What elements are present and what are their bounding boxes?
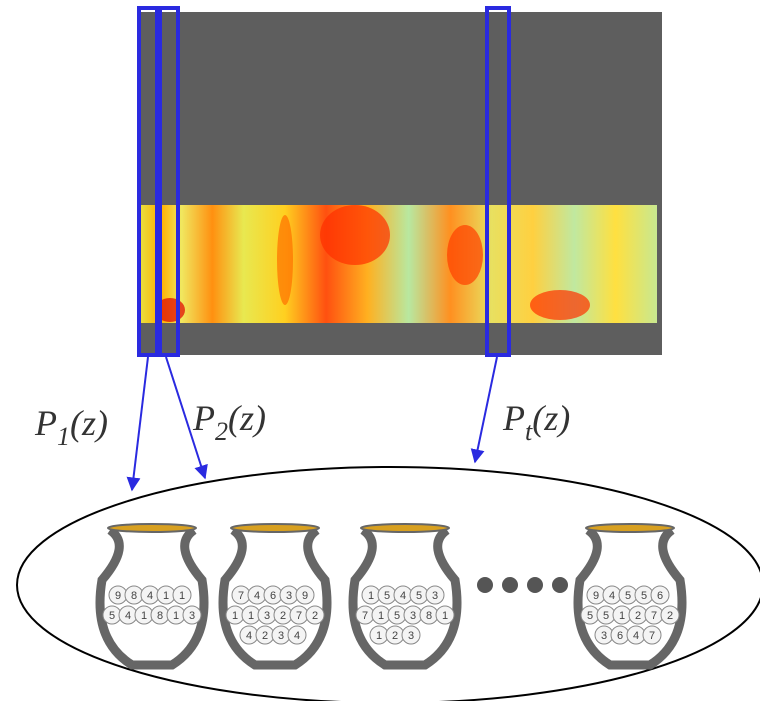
ball-number: 5 — [109, 610, 115, 622]
ball-number: 4 — [609, 590, 615, 602]
ball-number: 3 — [264, 610, 270, 622]
ball-number: 3 — [432, 590, 438, 602]
urn-rim — [108, 524, 196, 532]
ball-number: 1 — [173, 610, 179, 622]
ball-number: 5 — [641, 590, 647, 602]
ball-number: 5 — [394, 610, 400, 622]
ball-number: 7 — [651, 610, 657, 622]
ball-number: 5 — [587, 610, 593, 622]
ball-number: 1 — [163, 590, 169, 602]
label: P1(z) — [34, 403, 108, 451]
ball-number: 6 — [617, 630, 623, 642]
ball-number: 3 — [278, 630, 284, 642]
ball-number: 5 — [603, 610, 609, 622]
ball-number: 8 — [131, 590, 137, 602]
ball-number: 5 — [625, 590, 631, 602]
ball-number: 5 — [416, 590, 422, 602]
ball-number: 3 — [189, 610, 195, 622]
ellipsis-dots — [477, 577, 568, 593]
label-arg: (z) — [532, 398, 570, 438]
ball-number: 5 — [384, 590, 390, 602]
diagram: P1(z)P2(z)Pt(z) 984115418137463911327242… — [0, 0, 760, 701]
label-base: P — [34, 403, 57, 443]
urn-rim — [231, 524, 319, 532]
ball-number: 2 — [635, 610, 641, 622]
ball-number: 6 — [270, 590, 276, 602]
ball-number: 7 — [649, 630, 655, 642]
ball-number: 4 — [254, 590, 260, 602]
ball-number: 8 — [157, 610, 163, 622]
ball-number: 7 — [362, 610, 368, 622]
ball-number: 1 — [378, 610, 384, 622]
label-arg: (z) — [70, 403, 108, 443]
ball-number: 9 — [593, 590, 599, 602]
ball-number: 2 — [262, 630, 268, 642]
labels: P1(z)P2(z)Pt(z) — [34, 398, 570, 451]
ball-number: 3 — [601, 630, 607, 642]
ball-number: 3 — [286, 590, 292, 602]
label-base: P — [502, 398, 525, 438]
label-sub: 1 — [57, 422, 70, 451]
ball-number: 2 — [280, 610, 286, 622]
ball-number: 4 — [400, 590, 406, 602]
ball-number: 4 — [246, 630, 252, 642]
label: Pt(z) — [502, 398, 570, 446]
ball-number: 4 — [125, 610, 131, 622]
ball-number: 7 — [296, 610, 302, 622]
ball-number: 3 — [410, 610, 416, 622]
ball-number: 1 — [442, 610, 448, 622]
ball-number: 1 — [376, 630, 382, 642]
urn-rim — [586, 524, 674, 532]
ball-number: 4 — [294, 630, 300, 642]
ball-number: 1 — [179, 590, 185, 602]
label-base: P — [192, 398, 215, 438]
ball-number: 2 — [312, 610, 318, 622]
label-sub: 2 — [215, 417, 228, 446]
ball-number: 1 — [248, 610, 254, 622]
ball-number: 4 — [633, 630, 639, 642]
ball-number: 4 — [147, 590, 153, 602]
urn-rim — [361, 524, 449, 532]
ball-number: 1 — [619, 610, 625, 622]
ball-number: 1 — [141, 610, 147, 622]
ball-number: 2 — [667, 610, 673, 622]
ball-number: 1 — [368, 590, 374, 602]
ball-number: 8 — [426, 610, 432, 622]
label: P2(z) — [192, 398, 266, 446]
ball-number: 6 — [657, 590, 663, 602]
ball-number: 9 — [302, 590, 308, 602]
ball-number: 7 — [238, 590, 244, 602]
ball-number: 3 — [408, 630, 414, 642]
ball-number: 9 — [115, 590, 121, 602]
ball-number: 1 — [232, 610, 238, 622]
label-arg: (z) — [228, 398, 266, 438]
ball-number: 2 — [392, 630, 398, 642]
